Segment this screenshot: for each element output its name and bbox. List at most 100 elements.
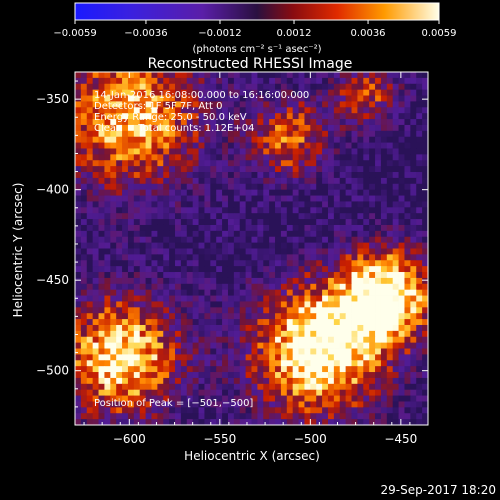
heatmap-cell <box>298 301 305 308</box>
heatmap-cell <box>275 319 282 326</box>
heatmap-cell <box>416 354 423 361</box>
heatmap-cell <box>175 413 182 420</box>
heatmap-cell <box>110 148 117 155</box>
heatmap-cell <box>339 360 347 367</box>
heatmap-cell <box>175 360 182 367</box>
heatmap-cell <box>163 142 170 149</box>
heatmap-cell <box>392 260 399 267</box>
heatmap-cell <box>192 342 199 349</box>
heatmap-cell <box>145 160 152 167</box>
heatmap-cell <box>175 124 182 132</box>
heatmap-cell <box>163 130 170 138</box>
heatmap-cell <box>227 230 235 238</box>
heatmap-cell <box>322 330 329 338</box>
heatmap-cell <box>75 383 82 391</box>
heatmap-cell <box>116 95 123 102</box>
heatmap-cell <box>216 354 223 361</box>
heatmap-cell <box>327 295 335 302</box>
heatmap-cell <box>227 277 235 285</box>
heatmap-cell <box>175 324 182 332</box>
heatmap-cell <box>239 189 247 196</box>
heatmap-cell <box>204 95 211 102</box>
heatmap-cell <box>316 389 323 396</box>
heatmap-cell <box>157 219 164 226</box>
heatmap-cell <box>410 89 417 96</box>
heatmap-cell <box>263 260 270 267</box>
heatmap-cell <box>139 213 146 220</box>
heatmap-cell <box>80 295 88 302</box>
heatmap-cell <box>204 307 211 314</box>
heatmap-cell <box>416 313 423 320</box>
heatmap-cell <box>392 201 399 208</box>
heatmap-cell <box>175 266 182 273</box>
heatmap-cell <box>145 248 152 255</box>
heatmap-cell <box>322 395 329 402</box>
heatmap-cell <box>86 72 94 79</box>
heatmap-cell <box>257 195 264 202</box>
heatmap-cell <box>133 166 141 173</box>
heatmap-cell <box>233 236 241 244</box>
heatmap-cell <box>127 136 135 143</box>
heatmap-cell <box>227 260 235 267</box>
heatmap-cell <box>110 407 117 414</box>
heatmap-cell <box>363 189 370 196</box>
heatmap-cell <box>357 172 364 179</box>
heatmap-cell <box>369 72 376 79</box>
heatmap-cell <box>239 72 247 79</box>
heatmap-cell <box>392 407 399 414</box>
heatmap-cell <box>292 336 299 344</box>
heatmap-cell <box>75 183 82 191</box>
heatmap-cell <box>92 395 99 402</box>
heatmap-cell <box>322 83 329 91</box>
heatmap-cell <box>316 95 323 102</box>
heatmap-cell <box>216 313 223 320</box>
heatmap-cell <box>222 407 229 414</box>
heatmap-cell <box>186 295 194 302</box>
heatmap-cell <box>375 283 382 291</box>
heatmap-cell <box>380 372 388 379</box>
heatmap-cell <box>92 272 99 279</box>
heatmap-cell <box>227 136 235 143</box>
heatmap-cell <box>80 89 88 96</box>
heatmap-cell <box>80 360 88 367</box>
heatmap-cell <box>198 189 205 196</box>
heatmap-cell <box>257 254 264 261</box>
heatmap-cell <box>251 207 258 214</box>
heatmap-cell <box>180 119 188 126</box>
heatmap-cell <box>210 330 217 338</box>
heatmap-cell <box>216 272 223 279</box>
heatmap-cell <box>286 248 294 255</box>
y-axis-ticks: −350−400−450−500 <box>36 80 428 408</box>
heatmap-cell <box>233 313 241 320</box>
heatmap-cell <box>363 236 370 244</box>
heatmap-cell <box>404 95 411 102</box>
heatmap-cell <box>145 401 152 408</box>
heatmap-cell <box>133 119 141 126</box>
heatmap-cell <box>263 219 270 226</box>
heatmap-cell <box>210 319 217 326</box>
heatmap-cell <box>104 195 111 202</box>
heatmap-cell <box>369 307 376 314</box>
heatmap-cell <box>151 154 158 161</box>
heatmap-cell <box>251 77 258 85</box>
heatmap-cell <box>275 277 282 285</box>
heatmap-cell <box>104 277 111 285</box>
heatmap-cell <box>363 295 370 302</box>
heatmap-cell <box>398 207 405 214</box>
heatmap-cell <box>145 372 152 379</box>
heatmap-cell <box>280 324 288 332</box>
heatmap-cell <box>363 277 370 285</box>
heatmap-cell <box>345 354 352 361</box>
heatmap-cell <box>410 413 417 420</box>
heatmap-cell <box>363 342 370 349</box>
heatmap-cell <box>380 124 388 132</box>
heatmap-cell <box>139 142 146 149</box>
heatmap-cell <box>410 407 417 414</box>
heatmap-cell <box>286 230 294 238</box>
heatmap-cell <box>410 136 417 143</box>
heatmap-cell <box>204 372 211 379</box>
heatmap-cell <box>116 324 123 332</box>
heatmap-cell <box>351 272 358 279</box>
heatmap-cell <box>110 401 117 408</box>
heatmap-cell <box>92 95 99 102</box>
